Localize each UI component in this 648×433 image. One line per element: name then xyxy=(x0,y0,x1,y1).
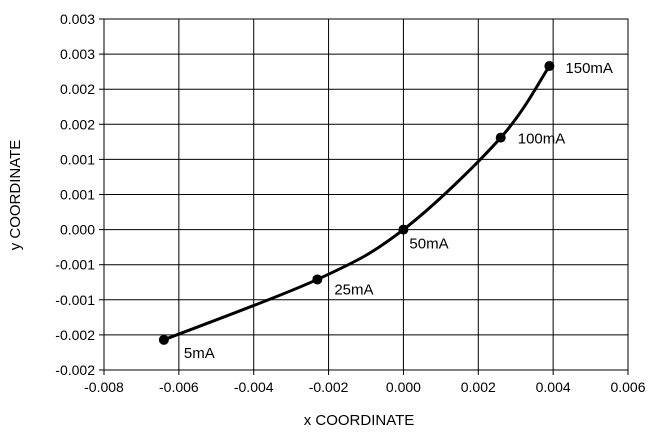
y-tick-label: -0.002 xyxy=(55,362,95,378)
x-axis-label: x COORDINATE xyxy=(304,412,415,429)
x-tick-label: 0.004 xyxy=(536,379,571,395)
tick-labels: -0.008 -0.006 -0.004 -0.002 0.000 0.002 0.004 0… xyxy=(55,11,645,395)
x-tick-label: -0.008 xyxy=(84,379,124,395)
y-tick-label: -0.002 xyxy=(55,327,95,343)
y-axis-label: y COORDINATE xyxy=(7,140,24,251)
data-point xyxy=(544,61,555,72)
y-tick-label: 0.002 xyxy=(60,81,95,97)
point-label: 5mA xyxy=(184,345,215,362)
y-tick-label: 0.002 xyxy=(60,116,95,132)
data-point xyxy=(312,274,323,285)
y-tick-label: 0.003 xyxy=(60,46,95,62)
x-tick-label: 0.000 xyxy=(386,379,421,395)
point-labels: 5mA 25mA 50mA 100mA 150mA xyxy=(184,60,613,362)
data-point xyxy=(398,224,409,235)
y-tick-label: 0.001 xyxy=(60,151,95,167)
y-tick-label: 0.000 xyxy=(60,222,95,238)
point-label: 50mA xyxy=(409,236,448,253)
y-tick-label: -0.001 xyxy=(55,292,95,308)
y-tick-label: -0.001 xyxy=(55,257,95,273)
series-line xyxy=(163,65,551,342)
plot-frame xyxy=(103,18,629,371)
point-label: 150mA xyxy=(565,60,613,77)
data-curve xyxy=(163,65,551,342)
data-point xyxy=(158,334,169,345)
x-tick-label: -0.002 xyxy=(309,379,349,395)
x-tick-label: 0.006 xyxy=(610,379,645,395)
x-tick-label: 0.002 xyxy=(461,379,496,395)
y-tick-label: 0.001 xyxy=(60,187,95,203)
data-points xyxy=(158,61,555,345)
grid xyxy=(99,18,629,375)
y-tick-label: 0.003 xyxy=(60,11,95,27)
point-label: 100mA xyxy=(518,131,566,148)
point-label: 25mA xyxy=(334,281,373,298)
x-tick-label: -0.004 xyxy=(234,379,274,395)
x-tick-label: -0.006 xyxy=(159,379,199,395)
data-point xyxy=(495,132,506,143)
